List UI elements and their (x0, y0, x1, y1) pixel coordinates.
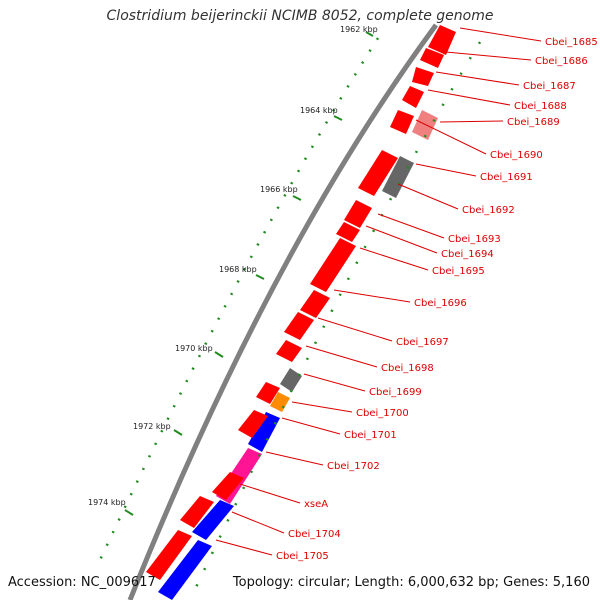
label-leader-line (459, 27, 542, 42)
gene-label-cbei-1704[interactable]: Cbei_1704 (288, 529, 341, 540)
gene-cbei-1695-feature[interactable] (310, 238, 356, 292)
ruler-tick (173, 429, 183, 436)
ruler-dotted-line (98, 37, 380, 561)
gene-label-cbei-1699[interactable]: Cbei_1699 (369, 387, 422, 398)
ruler-tick (255, 274, 265, 280)
label-leader-line (317, 317, 393, 342)
gene-cbei-1696-feature[interactable] (300, 290, 330, 318)
gene-cbei-1704-feature[interactable] (180, 496, 214, 528)
gene-label-cbei-1693[interactable]: Cbei_1693 (448, 234, 501, 245)
label-leader-line (239, 483, 301, 504)
ruler-tick (214, 351, 224, 358)
gene-label-cbei-1688[interactable]: Cbei_1688 (514, 101, 567, 112)
label-leader-line (397, 183, 459, 210)
gene-cbei-1701-feature[interactable] (238, 410, 268, 438)
gene-label-cbei-1687[interactable]: Cbei_1687 (523, 81, 576, 92)
label-leader-line (281, 417, 341, 435)
gene-label-cbei-1698[interactable]: Cbei_1698 (381, 363, 434, 374)
ruler-tick-label: 1966 kbp (260, 185, 298, 194)
label-leader-line (291, 401, 353, 413)
label-leader-line (215, 539, 273, 556)
gene-cbei-1704-feature[interactable] (192, 500, 234, 540)
gene-cbei-1705-feature[interactable] (146, 530, 192, 580)
gene-label-xsea[interactable]: xseA (304, 499, 328, 510)
gene-cbei-1691-feature[interactable] (382, 156, 414, 198)
gene-cbei-1694-feature[interactable] (336, 222, 360, 242)
gene-cbei-1686-feature[interactable] (420, 48, 444, 68)
label-leader-line (305, 345, 378, 368)
gene-label-cbei-1689[interactable]: Cbei_1689 (507, 117, 560, 128)
gene-cbei-1705-feature[interactable] (158, 540, 212, 600)
accession-label: Accession: NC_009617 (8, 575, 156, 590)
ruler-tick-label: 1968 kbp (219, 265, 257, 274)
label-leader-line (415, 119, 487, 155)
ruler-tick-label: 1964 kbp (300, 106, 338, 115)
gene-label-cbei-1700[interactable]: Cbei_1700 (356, 408, 409, 419)
gene-cbei-1690-feature[interactable] (390, 110, 414, 134)
gene-label-cbei-1694[interactable]: Cbei_1694 (441, 249, 494, 260)
gene-label-cbei-1691[interactable]: Cbei_1691 (480, 172, 533, 183)
label-leader-line (265, 451, 324, 466)
ruler-tick-label: 1972 kbp (133, 422, 171, 431)
gene-xsea-feature[interactable] (212, 472, 244, 500)
ruler-ticks: 1962 kbp 1964 kbp 1966 kbp 1968 kbp 1970… (88, 25, 378, 516)
gene-label-cbei-1690[interactable]: Cbei_1690 (490, 150, 543, 161)
gene-cbei-1688-feature[interactable] (402, 86, 424, 108)
genome-backbone (127, 23, 439, 600)
ruler-tick (292, 195, 302, 201)
map-title: Clostridium beijerinckii NCIMB 8052, com… (106, 8, 494, 24)
gene-label-cbei-1701[interactable]: Cbei_1701 (344, 430, 397, 441)
gene-cbei-1692-feature[interactable] (358, 150, 398, 196)
gene-label-cbei-1692[interactable]: Cbei_1692 (462, 205, 515, 216)
gene-cbei-1698-feature[interactable] (276, 340, 302, 362)
gene-label-cbei-1697[interactable]: Cbei_1697 (396, 337, 449, 348)
label-leader-line (439, 120, 504, 123)
label-leader-line (333, 289, 411, 303)
gene-cbei-1687-feature[interactable] (412, 67, 434, 86)
ruler-tick-label: 1974 kbp (88, 498, 126, 507)
label-leader-line (303, 373, 366, 392)
label-leader-line (415, 163, 477, 177)
ruler-tick (124, 509, 134, 516)
label-leader-line (445, 51, 532, 61)
gene-cbei-1697-feature[interactable] (284, 312, 314, 340)
label-leader-line (427, 89, 511, 106)
gene-label-cbei-1686[interactable]: Cbei_1686 (535, 56, 588, 67)
ruler-tick-label: 1962 kbp (340, 25, 378, 34)
label-leader-line (365, 225, 438, 254)
ruler-tick-label: 1970 kbp (175, 344, 213, 353)
gene-label-cbei-1702[interactable]: Cbei_1702 (327, 461, 380, 472)
ruler-tick (365, 31, 374, 37)
ruler-tick (333, 115, 343, 121)
gene-cbei-1699-feature[interactable] (280, 368, 302, 392)
gene-cbei-1701-feature[interactable] (248, 412, 280, 452)
gene-label-cbei-1695[interactable]: Cbei_1695 (432, 266, 485, 277)
gene-cbei-1700-feature[interactable] (256, 382, 280, 404)
outer-dotted-track (188, 41, 482, 600)
gene-label-cbei-1685[interactable]: Cbei_1685 (545, 37, 598, 48)
gene-cbei-1685-feature[interactable] (428, 25, 456, 55)
label-leader-line (377, 213, 445, 239)
genome-info-label: Topology: circular; Length: 6,000,632 bp… (232, 575, 590, 590)
gene-features (146, 25, 456, 600)
gene-label-cbei-1696[interactable]: Cbei_1696 (414, 298, 467, 309)
label-leader-line (435, 71, 520, 86)
label-leader-line (231, 511, 285, 534)
gene-labels: Cbei_1685 Cbei_1686 Cbei_1687 Cbei_1688 Cbei… (215, 27, 598, 562)
label-leader-line (359, 247, 429, 271)
gene-cbei-1693-feature[interactable] (344, 200, 372, 228)
gene-cbei-1689-feature[interactable] (412, 110, 438, 140)
gene-cbei-1700-feature[interactable] (270, 392, 290, 412)
gene-label-cbei-1705[interactable]: Cbei_1705 (276, 551, 329, 562)
